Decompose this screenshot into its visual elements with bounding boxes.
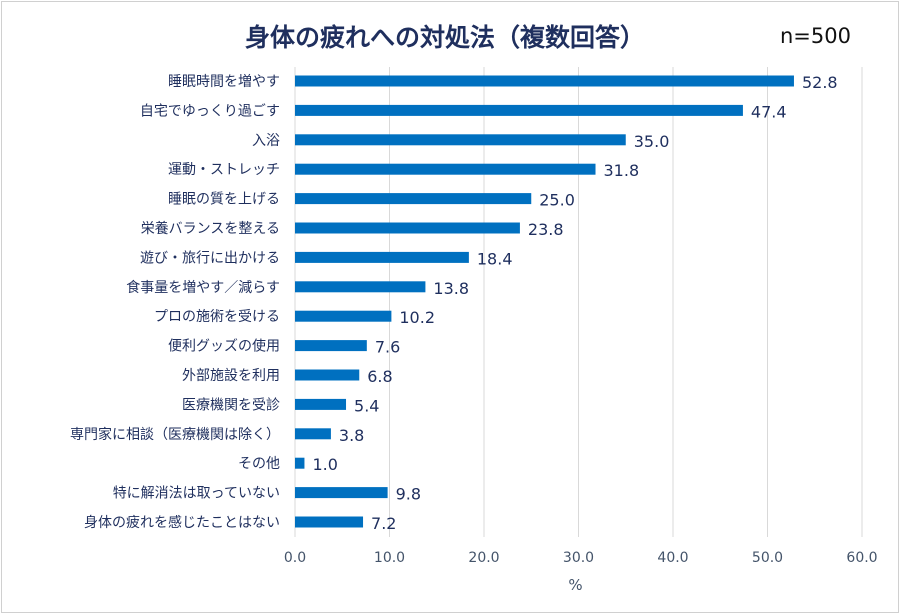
category-label: 身体の疲れを感じたことはない xyxy=(84,514,280,531)
data-label: 3.8 xyxy=(339,426,364,445)
category-label: 特に解消法は取っていない xyxy=(113,486,280,502)
category-label: 便利グッズの使用 xyxy=(168,338,280,355)
category-label: 睡眠時間を増やす xyxy=(168,74,280,90)
bar xyxy=(295,75,794,87)
category-label: プロの施術を受ける xyxy=(154,309,280,325)
data-label: 10.2 xyxy=(399,308,435,327)
category-label: 運動・ストレッチ xyxy=(168,162,280,178)
x-axis-label: % xyxy=(568,576,582,594)
data-label: 52.8 xyxy=(802,73,838,92)
data-label: 35.0 xyxy=(634,132,670,151)
bar xyxy=(295,310,392,322)
x-tick-label: 60.0 xyxy=(846,550,877,566)
bar xyxy=(295,281,426,293)
bar xyxy=(295,340,367,352)
data-label: 1.0 xyxy=(312,455,337,474)
category-label: 専門家に相談（医療機関は除く） xyxy=(70,426,280,443)
x-tick-label: 30.0 xyxy=(563,550,594,566)
category-label: 医療機関を受診 xyxy=(182,396,280,413)
category-label: 食事量を増やす／減らす xyxy=(126,279,280,296)
x-tick-label: 10.0 xyxy=(374,550,405,566)
bar xyxy=(295,251,469,263)
x-tick-label: 50.0 xyxy=(752,550,783,566)
x-tick-label: 20.0 xyxy=(468,550,499,566)
data-label: 25.0 xyxy=(539,191,575,210)
data-label: 7.6 xyxy=(375,338,400,357)
sample-size: n=500 xyxy=(780,24,851,48)
bar xyxy=(295,457,305,469)
bar xyxy=(295,487,388,499)
bar xyxy=(295,398,347,410)
category-label: 遊び・旅行に出かける xyxy=(140,250,280,266)
data-label: 5.4 xyxy=(354,396,379,415)
category-label: 睡眠の質を上げる xyxy=(168,192,280,208)
data-label: 13.8 xyxy=(433,279,469,298)
x-tick-label: 0.0 xyxy=(284,550,306,566)
data-label: 23.8 xyxy=(528,220,564,239)
bar xyxy=(295,104,743,116)
bar xyxy=(295,163,596,175)
chart-title: 身体の疲れへの対処法（複数回答） xyxy=(244,23,645,52)
data-label: 31.8 xyxy=(604,161,640,180)
data-label: 47.4 xyxy=(751,102,787,121)
data-label: 9.8 xyxy=(396,485,421,504)
data-label: 6.8 xyxy=(367,367,392,386)
bar xyxy=(295,193,532,205)
bar xyxy=(295,516,364,528)
bar xyxy=(295,369,360,381)
category-label: 外部施設を利用 xyxy=(182,368,280,384)
bar xyxy=(295,134,626,146)
category-label: 入浴 xyxy=(252,133,280,149)
data-label: 18.4 xyxy=(477,249,513,268)
category-label: その他 xyxy=(238,456,280,472)
category-label: 栄養バランスを整える xyxy=(141,220,280,237)
bar xyxy=(295,428,331,440)
data-label: 7.2 xyxy=(371,514,396,533)
bar xyxy=(295,222,520,234)
category-label: 自宅でゆっくり過ごす xyxy=(140,103,280,119)
x-tick-label: 40.0 xyxy=(657,550,688,566)
